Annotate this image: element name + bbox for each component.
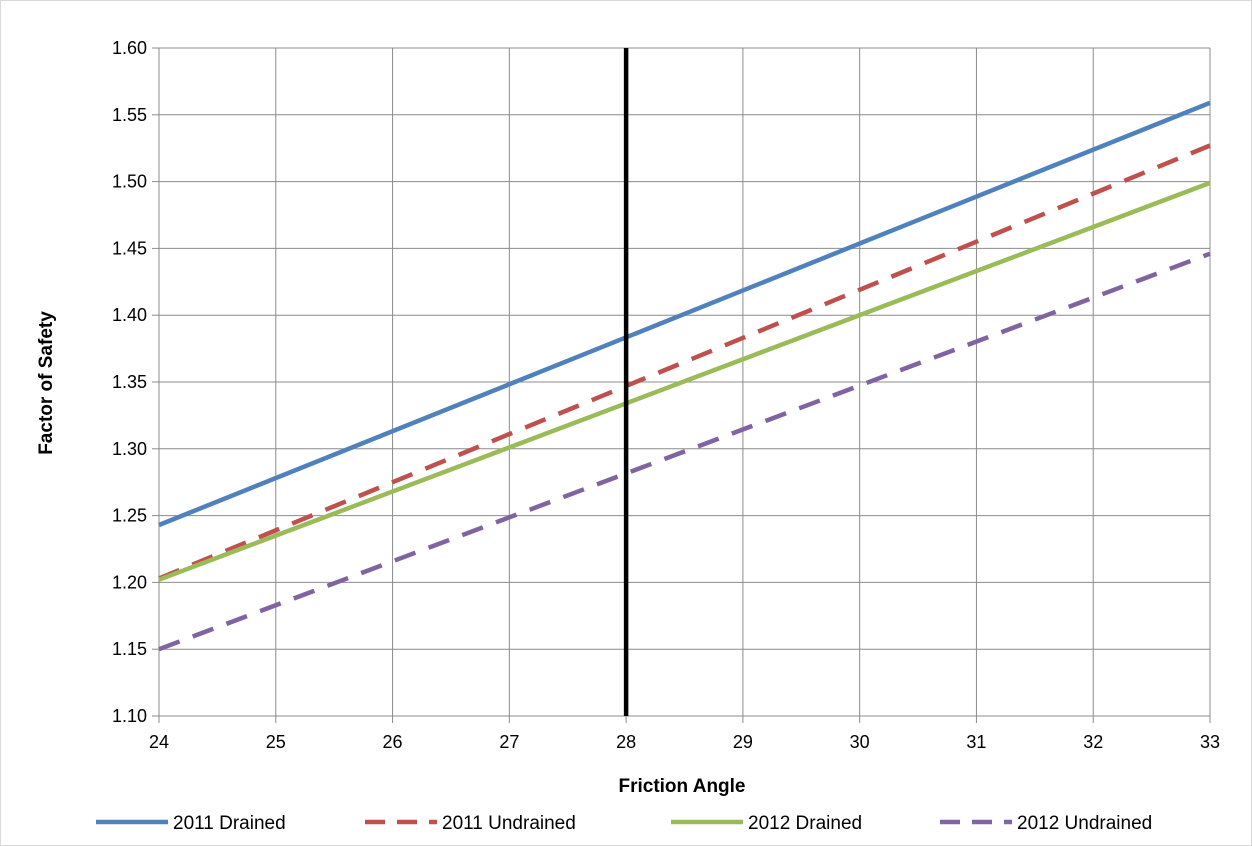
y-tick-label: 1.50 (112, 172, 147, 192)
x-tick-label: 30 (850, 732, 870, 752)
y-tick-label: 1.40 (112, 305, 147, 325)
legend-label: 2012 Drained (748, 813, 862, 834)
y-tick-label: 1.60 (112, 38, 147, 58)
series-line-2011-undrained (158, 143, 1211, 581)
x-tick-label: 28 (616, 732, 636, 752)
x-tick-label: 32 (1083, 732, 1103, 752)
y-tick-label: 1.45 (112, 238, 147, 258)
x-axis-title: Friction Angle (618, 776, 745, 797)
x-tick-label: 27 (499, 732, 519, 752)
axes (152, 47, 1211, 723)
series-lines (158, 100, 1211, 652)
series-line-2012-drained (158, 180, 1211, 582)
y-tick-label: 1.25 (112, 506, 147, 526)
legend-label: 2012 Undrained (1017, 813, 1152, 834)
legend-label: 2011 Undrained (442, 813, 576, 834)
legend: 2011 Drained 2011 Undrained 2012 Drained 20… (96, 813, 1152, 834)
y-tick-label: 1.20 (112, 572, 147, 592)
y-tick-label: 1.30 (112, 439, 147, 459)
series-line-2012-undrained (158, 251, 1211, 652)
y-tick-label: 1.10 (112, 706, 147, 726)
y-tick-label: 1.15 (112, 639, 147, 659)
tick-labels: 1.10 1.15 1.20 1.25 1.30 1.35 1.40 1.45 1.50 1.55… (112, 38, 1220, 752)
x-tick-label: 31 (966, 732, 986, 752)
x-tick-label: 33 (1200, 732, 1220, 752)
y-tick-label: 1.35 (112, 372, 147, 392)
x-tick-label: 24 (149, 732, 169, 752)
x-tick-label: 25 (266, 732, 286, 752)
y-tick-label: 1.55 (112, 105, 147, 125)
legend-label: 2011 Drained (173, 813, 286, 834)
series-line-2011-drained (158, 100, 1211, 528)
x-tick-label: 29 (733, 732, 753, 752)
x-tick-label: 26 (383, 732, 403, 752)
y-axis-title: Factor of Safety (36, 311, 57, 455)
